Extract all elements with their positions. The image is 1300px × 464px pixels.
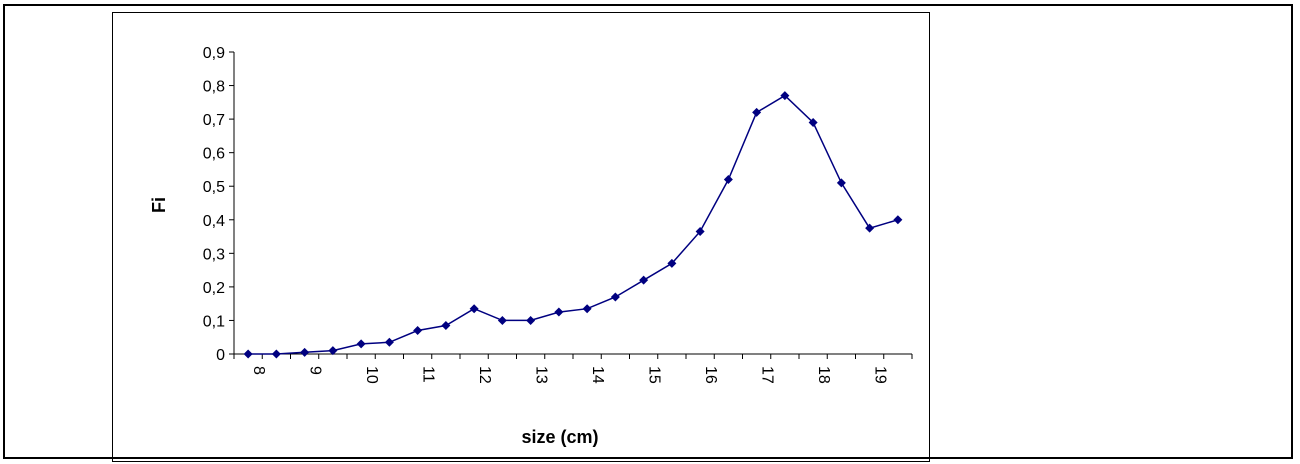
x-tick-label: 11 (420, 366, 437, 383)
x-tick-label: 19 (872, 366, 889, 384)
y-tick-label: 0 (216, 347, 225, 364)
data-point (780, 91, 790, 101)
x-tick-label: 10 (363, 366, 380, 384)
data-point (469, 304, 479, 314)
data-point (554, 307, 564, 317)
x-tick-label: 16 (702, 366, 719, 384)
x-tick-label: 18 (815, 366, 832, 384)
data-point (243, 349, 253, 359)
x-axis-title: size (cm) (521, 427, 598, 447)
data-point (328, 346, 338, 356)
x-tick-label: 15 (646, 366, 663, 384)
x-tick-label: 9 (307, 366, 324, 375)
y-tick-label: 0,1 (203, 313, 225, 330)
y-tick-label: 0,3 (203, 246, 225, 263)
data-point (497, 315, 507, 325)
x-tick-label: 14 (589, 366, 606, 384)
data-point (836, 178, 846, 188)
data-point (865, 223, 875, 233)
data-point (723, 175, 733, 185)
data-point (356, 339, 366, 349)
y-tick-label: 0,6 (203, 146, 225, 163)
x-tick-label: 17 (759, 366, 776, 384)
data-point (695, 227, 705, 237)
x-tick-label: 13 (533, 366, 550, 384)
chart-frame (112, 12, 930, 462)
y-tick-label: 0,4 (203, 213, 225, 230)
data-point (271, 349, 281, 359)
y-ticks: 0 0,1 0,2 0,3 0,4 0,5 0,6 0,7 0,8 0,9 (203, 45, 234, 364)
data-point (582, 304, 592, 314)
data-point (752, 107, 762, 117)
x-ticks: 8 9 10 11 12 13 14 15 16 17 18 19 (233, 354, 913, 384)
x-tick-label: 12 (476, 366, 493, 384)
data-point (667, 258, 677, 268)
data-point (526, 315, 536, 325)
y-axis-title: Fi (149, 197, 169, 213)
y-tick-label: 0,8 (203, 79, 225, 96)
data-point (300, 347, 310, 357)
data-point (639, 275, 649, 285)
data-point (413, 326, 423, 336)
axes (233, 52, 912, 355)
x-tick-label: 8 (250, 366, 267, 375)
y-tick-label: 0,7 (203, 112, 225, 129)
y-tick-label: 0,2 (203, 280, 225, 297)
data-point (384, 337, 394, 347)
series-line (248, 94, 899, 355)
y-tick-label: 0,5 (203, 179, 225, 196)
y-tick-label: 0,9 (203, 45, 225, 62)
data-point (441, 320, 451, 330)
data-point (893, 215, 903, 225)
series (243, 91, 903, 359)
data-point (808, 117, 818, 127)
data-point (610, 292, 620, 302)
outer-frame (3, 4, 1293, 459)
